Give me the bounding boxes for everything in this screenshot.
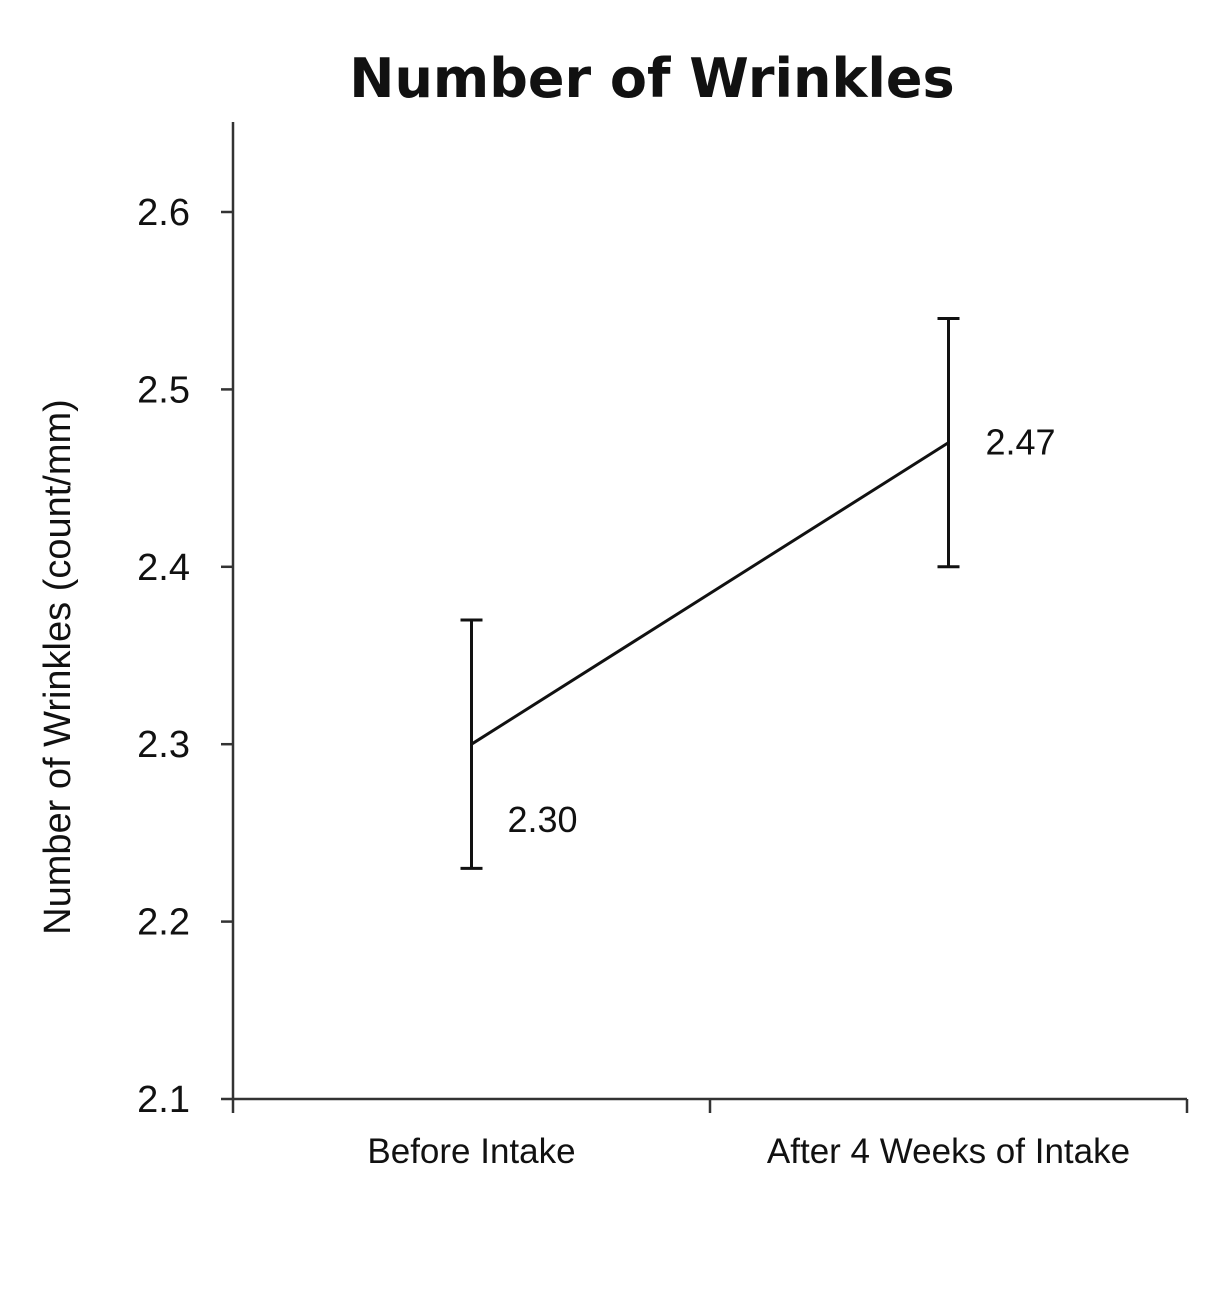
- data-point: [947, 441, 950, 445]
- chart-title: Number of Wrinkles: [349, 47, 954, 110]
- series-line: [470, 441, 950, 746]
- y-tick-label: 2.2: [137, 902, 190, 944]
- data-label: 2.30: [508, 799, 578, 840]
- y-tick-label: 2.3: [137, 724, 190, 766]
- x-category-label: Before Intake: [367, 1132, 575, 1171]
- axes: 2.1 2.2 2.3 2.4 2.5 2.6 Before Intake After 4 W…: [137, 122, 1189, 1171]
- data-label: 2.47: [986, 422, 1056, 463]
- y-tick-label: 2.6: [137, 192, 190, 234]
- y-tick-label: 2.5: [137, 369, 190, 411]
- y-tick-label: 2.4: [137, 547, 190, 589]
- data-marks: 2.30 2.47: [460, 316, 1056, 870]
- data-point: [470, 742, 473, 746]
- x-category-label: After 4 Weeks of Intake: [767, 1132, 1130, 1171]
- y-tick-label: 2.1: [137, 1079, 190, 1121]
- y-axis-title: Number of Wrinkles (count/mm): [37, 399, 79, 935]
